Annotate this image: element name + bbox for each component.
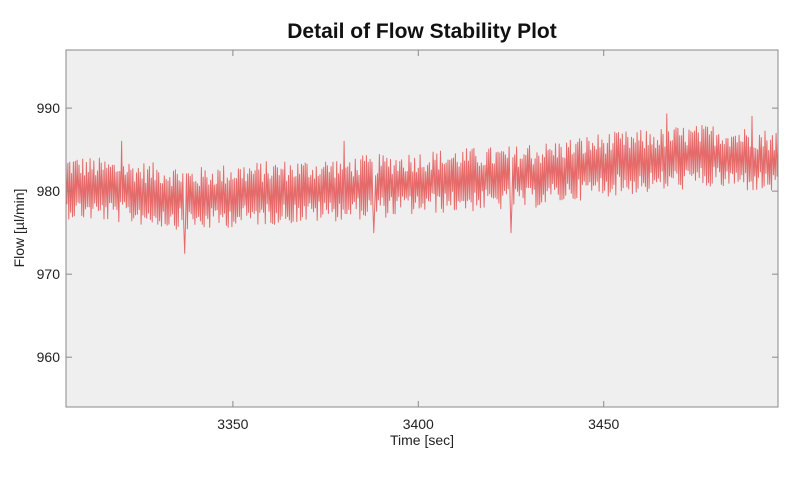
y-axis: 960 970 980 990 [37, 100, 778, 365]
series-layer [65, 113, 779, 254]
y-tick-label: 960 [37, 349, 61, 365]
y-tick-label: 990 [37, 100, 61, 116]
plot-area [66, 50, 778, 407]
x-axis-label: Time [sec] [390, 432, 454, 448]
chart-title: Detail of Flow Stability Plot [287, 20, 557, 43]
y-tick-label: 970 [37, 266, 61, 282]
x-tick-label: 3400 [403, 416, 434, 432]
plot-frame [65, 49, 779, 408]
x-axis: 3350 3400 3450 [217, 50, 619, 432]
y-axis-label: Flow [µl/min] [11, 189, 27, 268]
x-tick-label: 3450 [588, 416, 619, 432]
x-tick-label: 3350 [217, 416, 248, 432]
flow-series-line [65, 113, 779, 254]
y-tick-label: 980 [37, 183, 61, 199]
